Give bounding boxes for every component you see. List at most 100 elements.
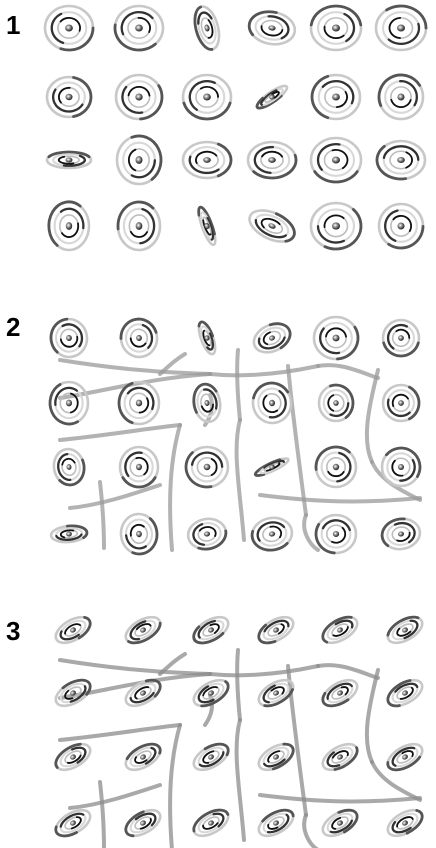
galaxy-icon bbox=[52, 447, 86, 487]
galaxy-icon bbox=[381, 383, 421, 423]
filament-curve bbox=[258, 493, 422, 504]
galaxy-icon bbox=[197, 205, 217, 247]
panel-label-2: 2 bbox=[6, 312, 20, 342]
galaxy-icon bbox=[374, 4, 428, 52]
galaxy-icon bbox=[124, 678, 162, 708]
galaxy-icon bbox=[309, 201, 363, 251]
galaxy-icon bbox=[257, 808, 295, 838]
galaxy-icon bbox=[257, 742, 295, 772]
galaxy-icon bbox=[113, 4, 165, 52]
filament-curve bbox=[158, 352, 187, 376]
galaxy-icon bbox=[386, 742, 424, 772]
filament-curve bbox=[286, 364, 308, 517]
galaxy-icon bbox=[124, 742, 162, 772]
filament-curve bbox=[158, 652, 187, 676]
galaxy-icon bbox=[312, 315, 360, 361]
galaxy-icon bbox=[192, 615, 230, 645]
galaxy-icon bbox=[251, 381, 293, 425]
galaxy-icon bbox=[45, 75, 93, 119]
panel-label-3: 3 bbox=[6, 616, 20, 646]
galaxy-icon bbox=[257, 678, 295, 708]
filament-curve bbox=[286, 664, 308, 817]
galaxy-icon bbox=[184, 445, 230, 489]
galaxy-icon bbox=[386, 678, 424, 708]
galaxy-icon bbox=[54, 742, 92, 772]
galaxy-icon bbox=[314, 445, 358, 489]
galaxy-icon bbox=[386, 615, 424, 645]
galaxy-icon bbox=[255, 84, 289, 110]
galaxy-icon bbox=[115, 134, 163, 186]
filament-curve bbox=[68, 483, 162, 510]
galaxy-icon bbox=[193, 5, 221, 51]
galaxy-icon bbox=[381, 318, 421, 358]
galaxy-icon bbox=[54, 808, 92, 838]
filament-curve bbox=[58, 423, 182, 442]
filament-curve bbox=[235, 348, 242, 422]
filament-curve bbox=[364, 368, 380, 464]
filament-curve bbox=[208, 364, 320, 378]
filament-curve bbox=[370, 760, 422, 802]
galaxy-icon bbox=[377, 73, 425, 121]
galaxy-icon bbox=[253, 457, 290, 477]
galaxy-icon bbox=[181, 73, 233, 121]
filament-curve bbox=[316, 663, 380, 680]
panel-3-filaments bbox=[58, 648, 422, 848]
galaxy-icon bbox=[117, 380, 161, 426]
galaxy-icon bbox=[43, 4, 95, 52]
panel-1-random-orientations bbox=[43, 4, 428, 252]
filament-curve bbox=[235, 648, 242, 722]
galaxy-icon bbox=[321, 678, 359, 708]
galaxy-icon bbox=[186, 517, 228, 551]
galaxy-icon bbox=[192, 382, 222, 424]
galaxy-icon bbox=[257, 615, 295, 645]
panel-2-partially-aligned bbox=[48, 315, 422, 556]
galaxy-icon bbox=[119, 512, 159, 556]
galaxy-icon bbox=[321, 808, 359, 838]
galaxy-icon bbox=[192, 678, 230, 708]
galaxy-icon bbox=[314, 513, 358, 555]
galaxy-icon bbox=[116, 200, 162, 252]
filament-curve bbox=[58, 723, 182, 742]
galaxy-icon bbox=[45, 150, 93, 170]
galaxy-icon bbox=[380, 517, 422, 551]
galaxy-icon bbox=[310, 73, 362, 121]
galaxy-icon bbox=[250, 516, 294, 552]
filament-curve bbox=[68, 783, 162, 810]
filament-curve bbox=[302, 513, 320, 552]
filament-curve bbox=[168, 423, 182, 552]
galaxy-icon bbox=[309, 4, 363, 52]
galaxy-icon bbox=[377, 202, 425, 250]
galaxy-icon bbox=[321, 615, 359, 645]
galaxy-icon bbox=[317, 383, 355, 423]
galaxy-icon bbox=[54, 678, 92, 708]
filament-curve bbox=[302, 813, 319, 848]
galaxy-icon bbox=[386, 808, 424, 838]
filament-curve bbox=[98, 480, 106, 550]
panel-label-1: 1 bbox=[6, 10, 20, 40]
filament-curve bbox=[234, 418, 246, 542]
galaxy-icon bbox=[197, 320, 217, 356]
galaxy-icon bbox=[114, 73, 164, 121]
filament-curve bbox=[364, 668, 380, 764]
filament-curve bbox=[58, 672, 212, 700]
filament-curve bbox=[58, 658, 212, 676]
galaxy-icon bbox=[48, 380, 90, 426]
galaxy-icon bbox=[54, 615, 92, 645]
galaxy-icon bbox=[192, 808, 230, 838]
filament-curve bbox=[208, 664, 320, 678]
galaxy-icon bbox=[247, 10, 297, 46]
filament-curve bbox=[316, 363, 380, 380]
galaxy-icon bbox=[246, 140, 298, 180]
galaxy-icon bbox=[49, 317, 89, 359]
galaxy-icon bbox=[309, 136, 363, 184]
galaxy-icon bbox=[248, 209, 296, 243]
galaxy-icon bbox=[192, 742, 230, 772]
galaxy-icon bbox=[252, 322, 292, 354]
galaxy-icon bbox=[124, 615, 162, 645]
filament-curve bbox=[168, 723, 182, 848]
filament-curve bbox=[98, 780, 106, 848]
galaxy-icon bbox=[49, 524, 89, 544]
panel-3-aligned bbox=[54, 615, 424, 838]
galaxy-icon bbox=[118, 445, 160, 489]
